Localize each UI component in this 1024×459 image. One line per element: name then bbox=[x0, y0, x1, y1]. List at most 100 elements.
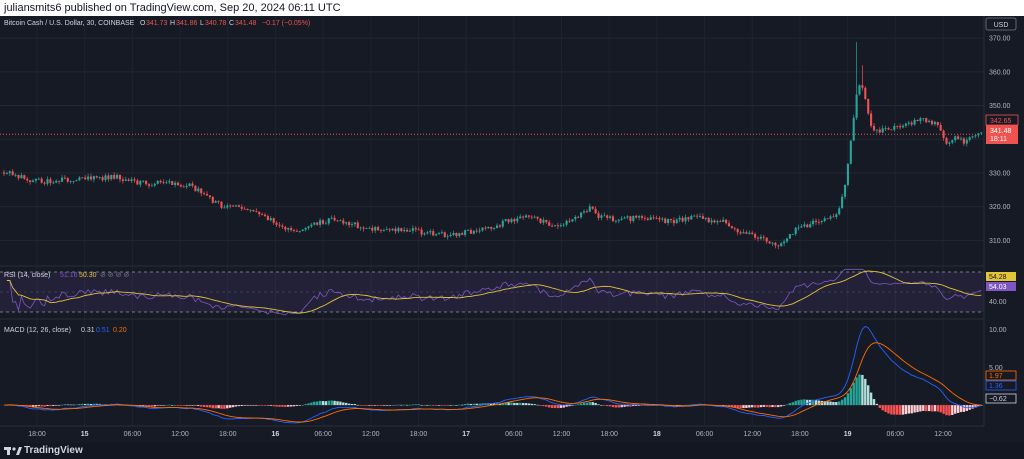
macd-signal-value-1: 0.51 bbox=[96, 327, 110, 334]
macd-hist-bar bbox=[646, 405, 649, 406]
macd-hist-bar bbox=[855, 377, 858, 406]
macd-hist-bar bbox=[896, 405, 899, 415]
candle-body bbox=[263, 214, 267, 217]
candle-body bbox=[5, 173, 8, 174]
candle-body bbox=[426, 232, 429, 234]
candle-body bbox=[75, 180, 78, 182]
chart-area[interactable]: 370.00360.00350.00340.00330.00320.00310.… bbox=[0, 16, 1024, 443]
candle-body bbox=[545, 219, 548, 223]
candle-body bbox=[472, 230, 475, 234]
candle-body bbox=[800, 226, 803, 228]
candle-body bbox=[194, 185, 197, 192]
candle-body bbox=[60, 177, 64, 182]
currency-badge[interactable] bbox=[985, 17, 1017, 31]
macd-hist-bar bbox=[594, 402, 597, 406]
candle-body bbox=[611, 216, 615, 222]
macd-hist-bar bbox=[562, 405, 565, 408]
candle-body bbox=[814, 220, 818, 222]
time-axis[interactable]: 18:00 15 06:00 12:00 18:00 16 06:00 12:00 18:00 1… bbox=[0, 425, 984, 438]
macd-hist-bar bbox=[858, 374, 861, 406]
candle-body bbox=[942, 130, 945, 138]
macd-hist-bar bbox=[945, 405, 948, 416]
macd-hist-bar bbox=[57, 405, 61, 406]
candle-body bbox=[121, 179, 124, 181]
macd-hist-bar bbox=[542, 405, 545, 407]
macd-hist-bar bbox=[52, 405, 55, 407]
macd-hist-bar bbox=[43, 405, 46, 407]
candle-body bbox=[481, 227, 484, 231]
macd-hist-bar bbox=[536, 404, 539, 406]
candle-body bbox=[910, 122, 913, 125]
macd-hist-bar bbox=[545, 405, 548, 407]
candle-body bbox=[754, 233, 757, 238]
candle-body bbox=[498, 225, 501, 227]
candle-body bbox=[437, 233, 441, 235]
macd-hist-bar bbox=[234, 405, 238, 407]
candle-body bbox=[707, 217, 710, 223]
macd-axis[interactable]: 10.00 5.00 bbox=[989, 327, 1007, 372]
ohlc-o-value: 341.73 bbox=[146, 20, 168, 27]
candle-body bbox=[556, 225, 559, 227]
macd-hist-bar bbox=[353, 404, 357, 406]
macd-hist-bar bbox=[846, 393, 850, 406]
macd-hist-bar bbox=[200, 405, 203, 407]
candle-body bbox=[211, 196, 214, 203]
macd-hist-bar bbox=[365, 405, 368, 406]
macd-hist-bar bbox=[516, 402, 519, 406]
candle-body bbox=[200, 188, 203, 194]
candle-body bbox=[475, 230, 478, 232]
macd-hist-bar bbox=[507, 402, 510, 406]
macd-hist-bar bbox=[440, 404, 444, 406]
candle-body bbox=[916, 119, 919, 122]
candle-body bbox=[118, 174, 122, 180]
candle-body bbox=[336, 220, 339, 222]
candle-body bbox=[606, 215, 609, 218]
macd-hist-bar bbox=[84, 403, 87, 406]
macd-hist-bar bbox=[640, 405, 644, 406]
candle-body bbox=[817, 221, 820, 223]
candle-body bbox=[771, 242, 774, 244]
candle-body bbox=[142, 180, 145, 182]
candle-body bbox=[145, 180, 148, 185]
candle-body bbox=[658, 218, 661, 220]
macd-hist-bar bbox=[197, 405, 200, 407]
candle-body bbox=[23, 175, 26, 179]
candle-body bbox=[901, 125, 905, 128]
macd-hist-bar bbox=[243, 405, 246, 406]
signal-line bbox=[4, 342, 982, 423]
macd-hist-bar bbox=[229, 405, 232, 408]
macd-hist-bar bbox=[608, 405, 612, 407]
candle-body bbox=[63, 177, 66, 179]
macd-hist-bar bbox=[78, 404, 81, 406]
candle-body bbox=[533, 216, 536, 218]
candle-body bbox=[701, 216, 704, 219]
macd-hist-bar bbox=[930, 405, 934, 412]
macd-hist-bar bbox=[722, 405, 725, 406]
macd-hist-bar bbox=[550, 405, 554, 408]
macd-hist-bar bbox=[481, 403, 484, 406]
macd-hist-bar bbox=[159, 405, 162, 406]
candle-body bbox=[957, 136, 960, 140]
candle-body bbox=[704, 217, 707, 219]
macd-hist-bar bbox=[37, 405, 40, 407]
macd-hist-bar bbox=[388, 405, 391, 406]
macd-hist-bar bbox=[600, 405, 603, 406]
macd-hist-bar bbox=[504, 402, 507, 406]
candle-body bbox=[493, 228, 496, 229]
macd-hist-bar bbox=[292, 405, 296, 407]
candle-body bbox=[524, 215, 528, 218]
candle-body bbox=[350, 224, 354, 226]
macd-hist-bar bbox=[252, 405, 255, 406]
macd-hist-bar bbox=[954, 405, 957, 414]
candles[interactable] bbox=[2, 42, 983, 250]
candle-body bbox=[301, 229, 304, 232]
macd-hist-bar bbox=[281, 405, 284, 407]
macd-hist-bar bbox=[255, 405, 258, 406]
macd-hist-bar bbox=[182, 405, 185, 406]
candle-body bbox=[313, 222, 316, 225]
macd-hist-bar bbox=[95, 403, 98, 406]
macd-pane bbox=[0, 325, 984, 424]
rsi-line bbox=[6, 268, 982, 316]
chart-svg[interactable]: 370.00360.00350.00340.00330.00320.00310.… bbox=[0, 16, 1024, 443]
candle-body bbox=[382, 229, 385, 231]
